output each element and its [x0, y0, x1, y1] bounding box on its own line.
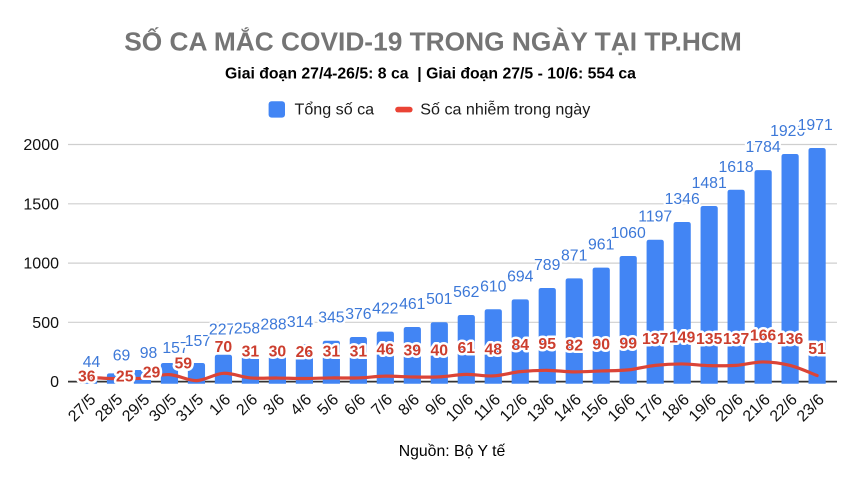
svg-text:36: 36 [78, 369, 96, 386]
svg-text:137: 137 [723, 331, 750, 348]
svg-text:Số ca nhiễm trong ngày: Số ca nhiễm trong ngày [420, 100, 591, 119]
svg-text:31: 31 [323, 343, 341, 360]
svg-text:961: 961 [588, 237, 615, 254]
svg-text:39: 39 [404, 343, 422, 360]
svg-text:562: 562 [453, 284, 479, 301]
svg-text:46: 46 [377, 342, 395, 359]
svg-text:1060: 1060 [611, 225, 646, 242]
svg-text:84: 84 [512, 337, 530, 354]
svg-text:SỐ CA MẮC COVID-19 TRONG NGÀY: SỐ CA MẮC COVID-19 TRONG NGÀY TẠI TP.HCM [124, 27, 742, 57]
svg-text:95: 95 [538, 336, 556, 353]
svg-text:1481: 1481 [692, 175, 727, 192]
svg-text:1197: 1197 [638, 209, 672, 226]
svg-text:1500: 1500 [23, 196, 59, 213]
svg-text:1784: 1784 [746, 139, 781, 156]
svg-text:166: 166 [750, 327, 777, 344]
svg-text:314: 314 [287, 314, 314, 331]
svg-text:98: 98 [140, 345, 158, 362]
svg-text:1971: 1971 [798, 117, 833, 134]
svg-text:789: 789 [534, 257, 561, 274]
svg-text:61: 61 [458, 340, 476, 357]
svg-text:227: 227 [209, 321, 235, 338]
svg-text:136: 136 [777, 331, 804, 348]
svg-text:694: 694 [507, 268, 534, 285]
svg-text:Tổng số ca: Tổng số ca [295, 101, 375, 119]
svg-text:Nguồn: Bộ Y tế: Nguồn: Bộ Y tế [399, 443, 506, 460]
svg-text:1000: 1000 [23, 256, 59, 273]
svg-text:137: 137 [642, 331, 669, 348]
svg-text:871: 871 [561, 247, 588, 264]
svg-text:40: 40 [431, 342, 449, 359]
svg-text:501: 501 [426, 291, 453, 308]
svg-text:288: 288 [260, 317, 287, 334]
svg-text:376: 376 [345, 306, 372, 323]
svg-text:31: 31 [350, 343, 368, 360]
svg-text:30: 30 [269, 344, 287, 361]
svg-text:59: 59 [175, 356, 193, 373]
svg-text:610: 610 [480, 278, 507, 295]
svg-text:422: 422 [372, 301, 398, 318]
svg-text:82: 82 [565, 337, 583, 354]
svg-text:48: 48 [485, 341, 503, 358]
svg-text:69: 69 [113, 347, 131, 364]
svg-text:1346: 1346 [665, 191, 700, 208]
svg-text:1920: 1920 [770, 123, 805, 140]
svg-text:345: 345 [318, 310, 345, 327]
svg-text:31: 31 [242, 343, 260, 360]
svg-text:29: 29 [143, 364, 161, 381]
svg-text:258: 258 [234, 320, 261, 337]
svg-text:135: 135 [696, 331, 723, 348]
svg-text:51: 51 [808, 341, 826, 358]
svg-text:157: 157 [185, 333, 211, 350]
svg-text:70: 70 [215, 339, 233, 356]
svg-text:90: 90 [592, 336, 610, 353]
svg-text:44: 44 [83, 354, 101, 371]
svg-text:0: 0 [50, 374, 59, 391]
svg-text:1618: 1618 [719, 159, 754, 176]
svg-text:157: 157 [162, 340, 188, 357]
svg-text:461: 461 [399, 296, 426, 313]
svg-text:500: 500 [32, 315, 59, 332]
svg-text:2000: 2000 [23, 137, 59, 154]
svg-text:26: 26 [296, 344, 314, 361]
svg-text:25: 25 [116, 369, 134, 386]
svg-text:99: 99 [619, 335, 637, 352]
svg-text:Giai đoạn 27/4-26/5: 8 ca | G: Giai đoạn 27/4-26/5: 8 ca | Giai đoạn 27… [225, 65, 636, 82]
svg-text:149: 149 [669, 329, 696, 346]
